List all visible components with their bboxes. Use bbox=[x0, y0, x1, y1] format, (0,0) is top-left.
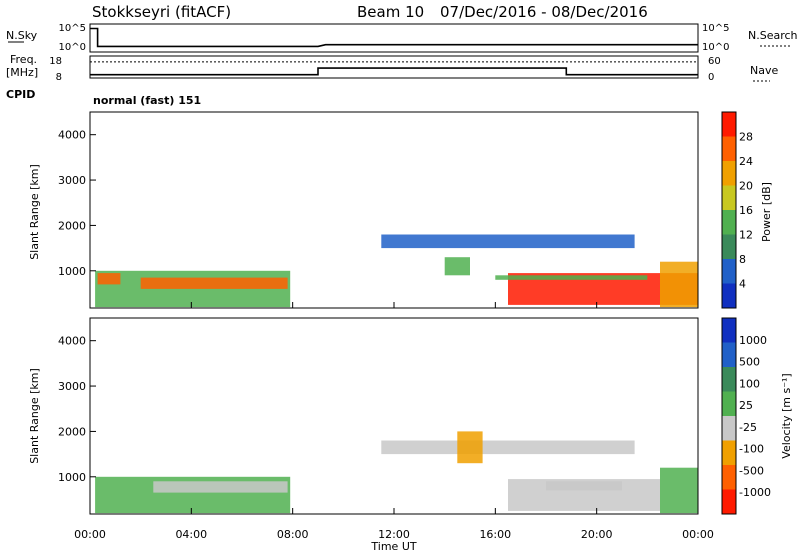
freq-label: Freq. bbox=[10, 53, 37, 66]
time-xtick-5: 20:00 bbox=[581, 528, 613, 541]
power-heatmap bbox=[95, 234, 698, 308]
nsearch-tick-bottom: 10^0 bbox=[702, 42, 729, 53]
power-colorbar-swatch-1 bbox=[722, 136, 736, 161]
power-colorbar-tick-0: 4 bbox=[739, 278, 746, 291]
power-colorbar-tick-1: 8 bbox=[739, 253, 746, 266]
time-xtick-0: 00:00 bbox=[74, 528, 106, 541]
power-colorbar-tick-3: 16 bbox=[739, 204, 753, 217]
velocity-region-5 bbox=[546, 481, 622, 491]
freq-tick-top: 18 bbox=[49, 56, 62, 67]
power-colorbar-tick-4: 20 bbox=[739, 180, 753, 193]
velocity-ytick-0: 1000 bbox=[58, 471, 86, 484]
power-colorbar: 4 8 12 16 20 24 28 bbox=[721, 111, 753, 309]
power-colorbar-tick-2: 12 bbox=[739, 229, 753, 242]
velocity-colorbar-tick-4: -25 bbox=[739, 421, 757, 434]
velocity-colorbar-label: Velocity [m s⁻¹] bbox=[780, 373, 793, 458]
power-region-7 bbox=[660, 261, 698, 308]
velocity-ytick-3: 4000 bbox=[58, 335, 86, 348]
velocity-colorbar-tick-6: -500 bbox=[739, 464, 764, 477]
velocity-colorbar-swatch-2 bbox=[722, 367, 736, 392]
power-colorbar-swatch-7 bbox=[722, 283, 736, 308]
freq-tick-bottom: 8 bbox=[56, 72, 62, 83]
date-range: 07/Dec/2016 - 08/Dec/2016 bbox=[440, 3, 648, 21]
freq-panel-frame bbox=[89, 55, 699, 79]
velocity-colorbar-frame bbox=[721, 317, 737, 515]
velocity-colorbar-swatch-7 bbox=[722, 489, 736, 514]
velocity-colorbar-swatch-5 bbox=[722, 440, 736, 465]
velocity-colorbar-swatch-6 bbox=[722, 465, 736, 490]
cpid-mode: normal (fast) 151 bbox=[93, 94, 201, 107]
time-xticks: 00:00 04:00 08:00 12:00 16:00 20:00 00:00 bbox=[74, 302, 714, 541]
nave-label: Nave bbox=[750, 64, 778, 77]
time-xtick-6: 00:00 bbox=[682, 528, 714, 541]
power-colorbar-tick-5: 24 bbox=[739, 155, 753, 168]
power-colorbar-swatch-0 bbox=[722, 112, 736, 137]
power-colorbar-swatch-6 bbox=[722, 259, 736, 284]
velocity-colorbar-tick-5: -100 bbox=[739, 443, 764, 456]
nsky-tick-top: 10^5 bbox=[59, 23, 86, 34]
velocity-colorbar-swatch-4 bbox=[722, 416, 736, 441]
time-xtick-2: 08:00 bbox=[277, 528, 309, 541]
power-region-6 bbox=[495, 275, 648, 280]
time-xtick-1: 04:00 bbox=[175, 528, 207, 541]
power-yticks: 1000 2000 3000 4000 bbox=[58, 129, 96, 278]
cpid-label: CPID bbox=[6, 88, 35, 101]
station-title: Stokkseyri (fitACF) bbox=[92, 3, 231, 21]
power-ytick-1: 2000 bbox=[58, 219, 86, 232]
velocity-colorbar-tick-7: -1000 bbox=[739, 486, 771, 499]
nsearch-label: N.Search bbox=[748, 29, 798, 42]
frequency-line bbox=[90, 67, 698, 76]
velocity-region-6 bbox=[660, 467, 698, 514]
velocity-region-3 bbox=[457, 431, 483, 464]
velocity-ytick-2: 3000 bbox=[58, 380, 86, 393]
time-xtick-4: 16:00 bbox=[479, 528, 511, 541]
nave-tick-bottom: 0 bbox=[708, 72, 714, 83]
power-region-2 bbox=[97, 273, 121, 285]
power-colorbar-swatch-2 bbox=[722, 161, 736, 186]
velocity-yticks: 1000 2000 3000 4000 bbox=[58, 335, 96, 484]
nsky-tick-bottom: 10^0 bbox=[59, 42, 86, 53]
freq-unit-label: [MHz] bbox=[6, 66, 38, 79]
nsearch-tick-top: 10^5 bbox=[702, 23, 729, 34]
nsky-label: N.Sky bbox=[6, 29, 38, 42]
velocity-colorbar-swatch-1 bbox=[722, 342, 736, 367]
power-region-1 bbox=[140, 277, 288, 289]
power-colorbar-swatch-3 bbox=[722, 185, 736, 210]
velocity-colorbar: 1000 500 100 25 -25 -100 -500 -1000 bbox=[721, 317, 771, 515]
power-ytick-3: 4000 bbox=[58, 129, 86, 142]
time-xlabel: Time UT bbox=[370, 540, 416, 553]
power-colorbar-swatch-4 bbox=[722, 210, 736, 235]
velocity-region-2 bbox=[381, 440, 635, 455]
power-region-4 bbox=[444, 257, 470, 276]
power-colorbar-frame bbox=[721, 111, 737, 309]
power-region-0 bbox=[95, 270, 291, 308]
velocity-heatmap bbox=[95, 431, 698, 514]
velocity-ylabel: Slant Range [km] bbox=[28, 368, 41, 464]
time-xtick-3: 12:00 bbox=[378, 528, 410, 541]
velocity-colorbar-tick-1: 500 bbox=[739, 356, 760, 369]
power-colorbar-label: Power [dB] bbox=[760, 182, 773, 242]
power-region-3 bbox=[381, 234, 635, 249]
power-ytick-0: 1000 bbox=[58, 265, 86, 278]
power-colorbar-tick-6: 28 bbox=[739, 131, 753, 144]
beam-label: Beam 10 bbox=[357, 3, 424, 21]
velocity-colorbar-tick-3: 25 bbox=[739, 399, 753, 412]
power-ytick-2: 3000 bbox=[58, 174, 86, 187]
velocity-colorbar-tick-0: 1000 bbox=[739, 334, 767, 347]
power-ylabel: Slant Range [km] bbox=[28, 164, 41, 260]
velocity-colorbar-tick-2: 100 bbox=[739, 377, 760, 390]
velocity-colorbar-swatch-0 bbox=[722, 318, 736, 343]
velocity-region-1 bbox=[153, 481, 288, 493]
noise-sky-line bbox=[90, 27, 698, 48]
velocity-colorbar-swatch-3 bbox=[722, 391, 736, 416]
power-colorbar-swatch-5 bbox=[722, 234, 736, 259]
noise-panel-frame bbox=[89, 23, 699, 53]
nave-tick-top: 60 bbox=[708, 56, 721, 67]
velocity-ytick-1: 2000 bbox=[58, 425, 86, 438]
